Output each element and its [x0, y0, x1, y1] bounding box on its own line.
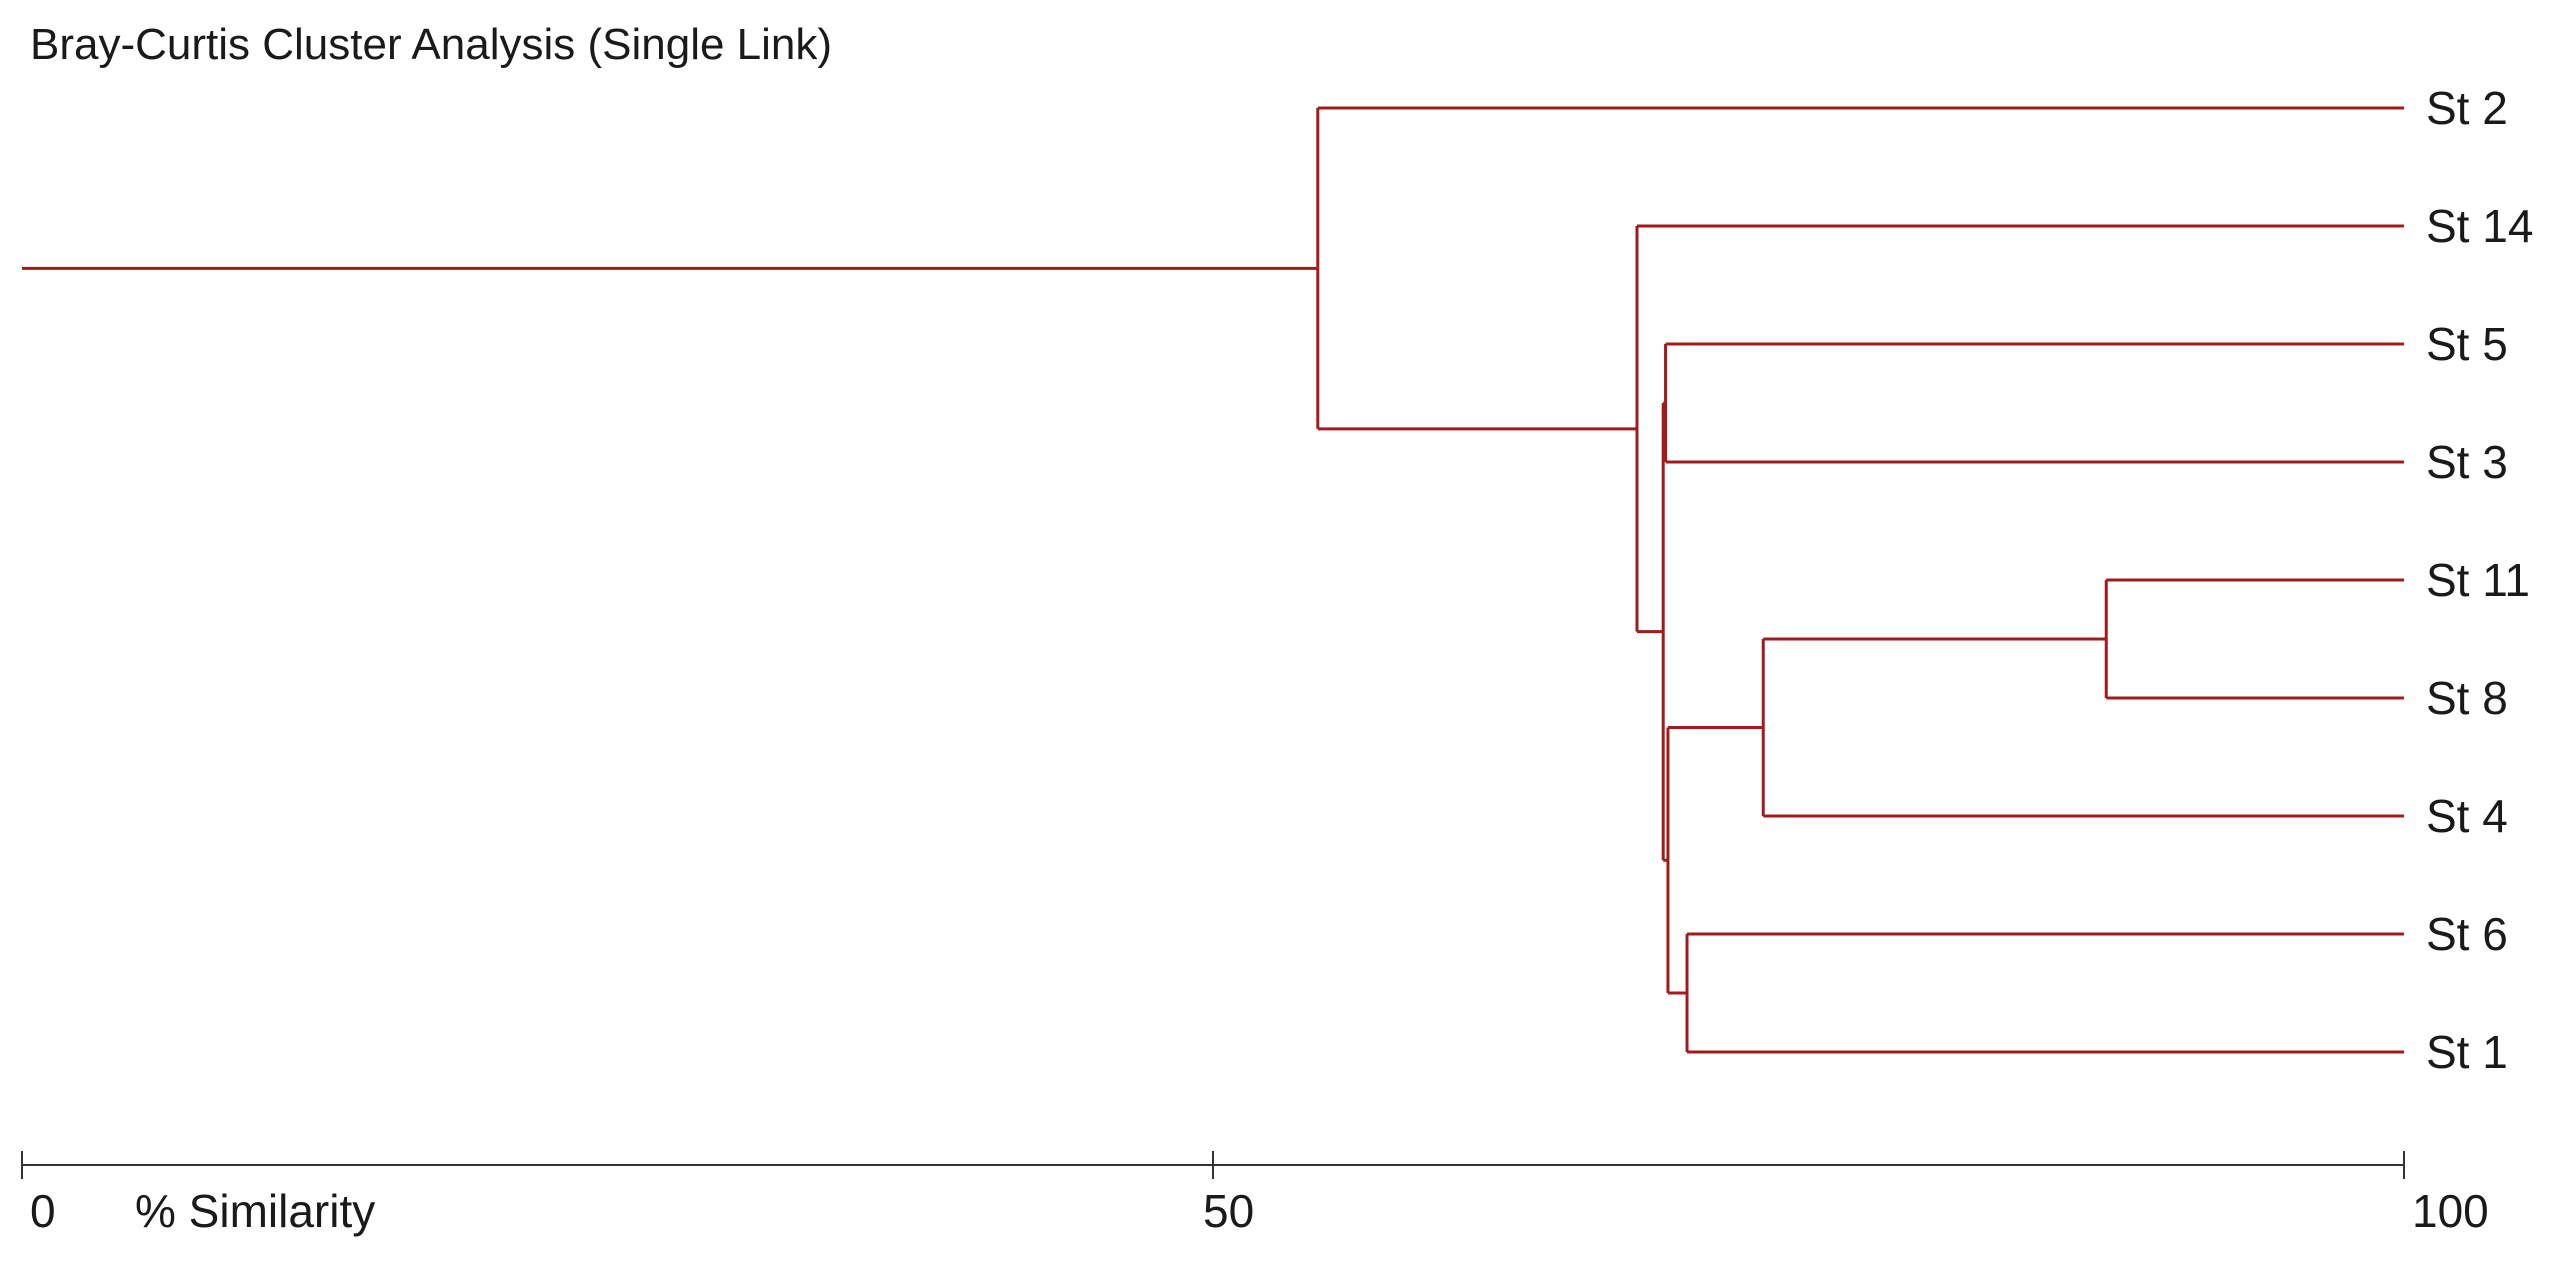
- leaf-label-st-1: St 1: [2426, 1026, 2508, 1078]
- leaf-label-st-11: St 11: [2426, 554, 2530, 606]
- dendrogram-links: [22, 106, 2404, 1054]
- leaf-label-st-14: St 14: [2426, 200, 2533, 252]
- x-tick-label-100: 100: [2412, 1185, 2489, 1237]
- leaf-label-st-3: St 3: [2426, 436, 2508, 488]
- leaf-label-st-8: St 8: [2426, 672, 2508, 724]
- x-tick-label-0: 0: [30, 1185, 56, 1237]
- x-axis: 0 50 100 % Similarity: [21, 1151, 2489, 1237]
- leaf-labels: St 2 St 14 St 5 St 3 St 11 St 8 St 4 St 6 St 1: [2426, 82, 2533, 1078]
- x-tick-label-50: 50: [1203, 1185, 1254, 1237]
- x-axis-label: % Similarity: [135, 1185, 375, 1237]
- leaf-label-st-2: St 2: [2426, 82, 2508, 134]
- leaf-label-st-5: St 5: [2426, 318, 2508, 370]
- chart-title: Bray-Curtis Cluster Analysis (Single Lin…: [30, 20, 833, 69]
- leaf-label-st-4: St 4: [2426, 790, 2508, 842]
- leaf-label-st-6: St 6: [2426, 908, 2508, 960]
